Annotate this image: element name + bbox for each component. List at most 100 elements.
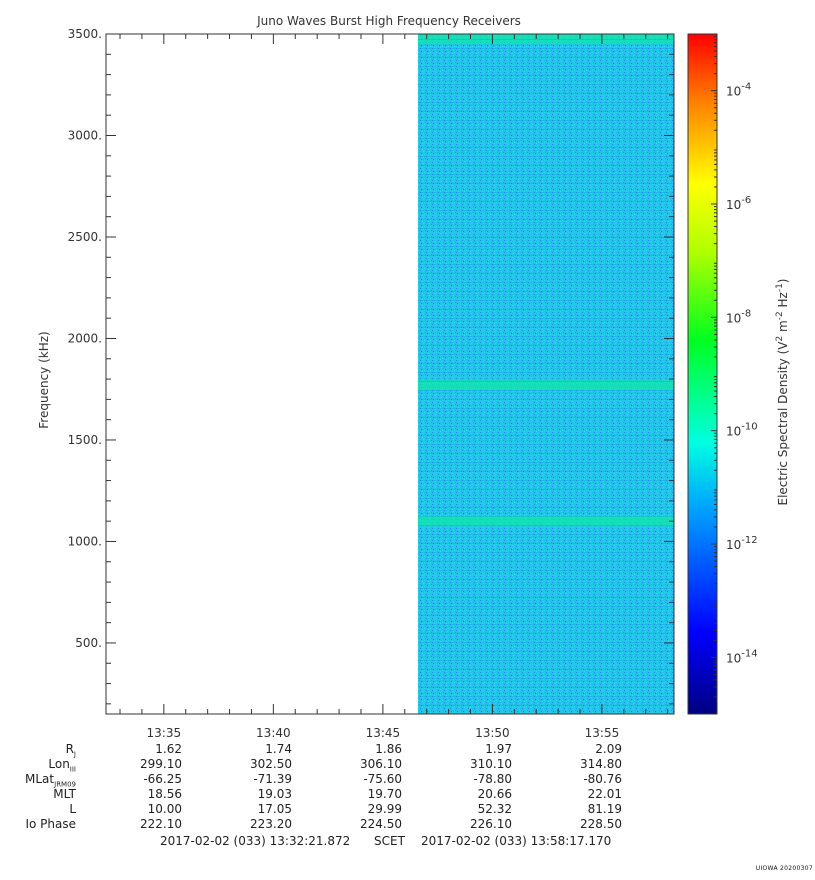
ephemeris-value: 29.99 [367,802,402,816]
spectral-stripe [417,390,674,391]
ephemeris-value: 222.10 [140,817,182,831]
colorbar-label: Electric Spectral Density (V2 m-2 Hz-1) [775,278,790,505]
spectral-stripe [417,174,674,175]
ephemeris-value: 302.50 [250,757,292,771]
spectral-stripe [417,561,674,562]
spectral-stripe [417,516,674,517]
spectral-stripe [417,570,674,571]
spectral-stripe [417,75,674,76]
ephemeris-label: MLatJRM09 [25,772,76,789]
spectral-stripe [417,444,674,445]
spectral-stripe [417,705,674,706]
spectral-stripe [417,57,674,58]
ephemeris-value: 20.66 [477,787,512,801]
spectral-stripe [417,696,674,697]
spectral-stripe [417,246,674,247]
ephemeris-value: 223.20 [250,817,292,831]
spectral-stripe [417,687,674,688]
x-tick-label: 13:50 [475,726,510,740]
spectral-stripe [417,417,674,418]
spectral-stripe [417,489,674,490]
spectral-stripe [417,345,674,346]
spectral-stripe [417,615,674,616]
ephemeris-value: 299.10 [140,757,182,771]
spectral-stripe [417,498,674,499]
ephemeris-value: 306.10 [360,757,402,771]
spectral-stripe [417,228,674,229]
spectral-stripe [417,624,674,625]
ephemeris-value: 10.00 [147,802,182,816]
spectral-stripe [417,480,674,481]
x-tick-label: 13:45 [366,726,401,740]
y-tick-label: 2000. [68,331,102,345]
ephemeris-value: 22.01 [587,787,622,801]
spectral-stripe [417,534,674,535]
footer-scet: SCET [374,834,405,848]
colorbar [687,33,718,715]
ephemeris-value: 226.10 [470,817,512,831]
ephemeris-value: 2.09 [595,742,622,756]
ephemeris-value: 18.56 [147,787,182,801]
spectral-stripe [417,678,674,679]
ephemeris-value: 1.86 [375,742,402,756]
ephemeris-value: 17.05 [257,802,292,816]
y-axis-label: Frequency (kHz) [37,331,51,428]
spectral-stripe [417,336,674,337]
footer-start-time: 2017-02-02 (033) 13:32:21.872 [160,834,351,848]
y-tick-label: 500. [75,636,102,650]
ephemeris-label: Io Phase [25,817,76,831]
spectral-stripe [417,84,674,85]
ephemeris-value: -80.76 [583,772,622,786]
spectral-stripe [417,120,674,121]
spectral-stripe [417,507,674,508]
spectral-stripe [417,669,674,670]
spectral-stripe [417,435,674,436]
spectral-stripe [417,291,674,292]
spectral-stripe [417,102,674,103]
spectral-stripe [417,408,674,409]
spectral-band [417,516,674,527]
spectral-stripe [417,318,674,319]
spectral-stripe [417,354,674,355]
x-tick-label: 13:55 [585,726,620,740]
spectral-stripe [417,237,674,238]
ephemeris-value: -71.39 [253,772,292,786]
spectral-stripe [417,642,674,643]
footer-end-time: 2017-02-02 (033) 13:58:17.170 [421,834,612,848]
spectral-stripe [417,588,674,589]
spectral-stripe [417,138,674,139]
spectral-stripe [417,48,674,49]
ephemeris-label: RJ [65,742,76,759]
spectral-stripe [417,543,674,544]
spectral-stripe [417,273,674,274]
spectral-stripe [417,606,674,607]
spectral-stripe [417,597,674,598]
spectral-stripe [417,309,674,310]
colorbar-tick-label: 10-10 [726,422,758,439]
spectrogram-area [417,34,674,714]
spectral-stripe [417,453,674,454]
spectral-stripe [417,183,674,184]
ephemeris-label: L [69,802,76,816]
spectral-stripe [417,66,674,67]
ephemeris-value: 228.50 [580,817,622,831]
ephemeris-value: 310.10 [470,757,512,771]
spectral-stripe [417,372,674,373]
ephemeris-value: -78.80 [473,772,512,786]
ephemeris-value: 81.19 [587,802,622,816]
spectral-stripe [417,399,674,400]
spectral-stripe [417,327,674,328]
colorbar-tick-label: 10-6 [726,195,751,212]
colorbar-tick-label: 10-14 [726,648,758,665]
spectral-bands [417,34,674,527]
spectral-stripe [417,471,674,472]
spectral-band [417,34,674,45]
ephemeris-value: 19.03 [257,787,292,801]
spectral-stripe [417,282,674,283]
ephemeris-label: MLT [53,787,76,801]
ephemeris-value: -66.25 [143,772,182,786]
spectral-stripe [417,552,674,553]
y-tick-label: 3500. [68,27,102,41]
colorbar-tick-label: 10-12 [726,535,758,552]
credit-stamp: UIOWA 20200307 [755,865,813,872]
